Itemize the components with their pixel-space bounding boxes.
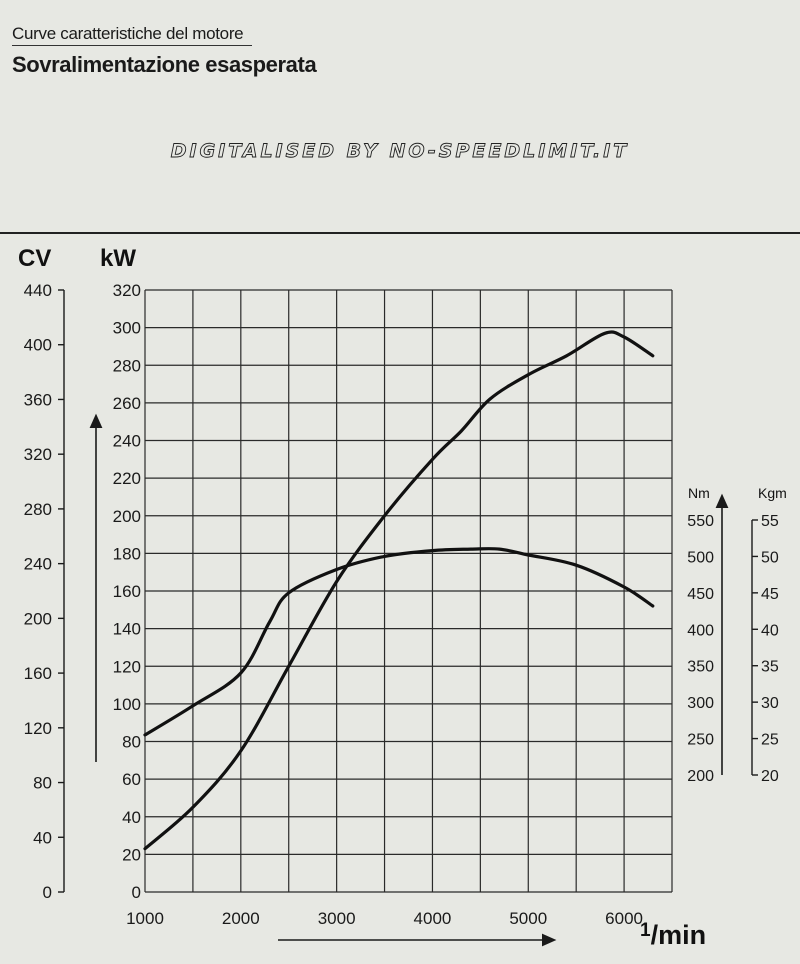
torque-curve [143,547,655,737]
cv-tick-label: 0 [43,883,52,902]
kw-tick-label: 140 [113,620,141,639]
kgm-tick-label: 20 [761,768,779,785]
kw-tick-label: 0 [132,883,141,902]
cv-tick-label: 120 [24,719,52,738]
kw-tick-label: 280 [113,356,141,375]
kw-axis-label: kW [100,245,136,272]
chart-title: Sovralimentazione esasperata [12,52,317,77]
chart-grid [144,289,673,893]
subtitle-underline [12,45,252,46]
kw-tick-label: 100 [113,695,141,714]
cv-tick-label: 160 [24,664,52,683]
x-tick-label: 6000 [605,909,643,928]
kw-tick-label: 20 [122,845,141,864]
cv-tick-label: 280 [24,500,52,519]
kw-tick-label: 120 [113,657,141,676]
power-curve [143,330,655,851]
kw-tick-label: 260 [113,394,141,413]
kw-tick-label: 80 [122,733,141,752]
kgm-tick-label: 30 [761,695,779,712]
kw-tick-label: 160 [113,582,141,601]
separator-line [0,232,800,234]
kw-tick-label: 200 [113,507,141,526]
cv-tick-label: 200 [24,609,52,628]
kw-tick-label: 300 [113,319,141,338]
kgm-tick-label: 50 [761,549,779,566]
cv-axis-label: CV [18,245,51,272]
cv-tick-label: 360 [24,390,52,409]
nm-axis-label: Nm [688,485,710,501]
chart-series [143,330,655,851]
x-tick-label: 5000 [509,909,547,928]
kw-tick-label: 180 [113,544,141,563]
kgm-tick-label: 35 [761,659,779,676]
cv-tick-label: 400 [24,336,52,355]
kw-tick-label: 220 [113,469,141,488]
cv-tick-label: 40 [33,828,52,847]
nm-tick-label: 450 [687,586,714,603]
x-tick-label: 2000 [222,909,260,928]
kw-tick-label: 60 [122,770,141,789]
kgm-tick-label: 45 [761,586,779,603]
nm-tick-label: 200 [687,768,714,785]
watermark: DIGITALISED BY NO-SPEEDLIMIT.IT [170,140,630,163]
nm-tick-label: 350 [687,659,714,676]
cv-tick-label: 320 [24,445,52,464]
cv-tick-label: 80 [33,774,52,793]
nm-tick-label: 500 [687,549,714,566]
kw-tick-label: 40 [122,808,141,827]
kgm-tick-label: 40 [761,622,779,639]
kw-tick-label: 320 [113,281,141,300]
kw-tick-label: 240 [113,432,141,451]
chart-subtitle: Curve caratteristiche del motore [12,24,244,43]
kgm-tick-label: 25 [761,732,779,749]
chart-axis-labels: 1000 2000 3000 4000 5000 60001/min02040608010… [18,245,787,950]
cv-tick-label: 440 [24,281,52,300]
cv-tick-label: 240 [24,555,52,574]
nm-tick-label: 300 [687,695,714,712]
nm-tick-label: 250 [687,732,714,749]
x-tick-label: 3000 [318,909,356,928]
x-axis-label: 1/min [640,920,706,950]
x-tick-label: 4000 [414,909,452,928]
x-tick-label: 1000 [126,909,164,928]
nm-tick-label: 550 [687,513,714,530]
kgm-axis-label: Kgm [758,485,787,501]
nm-tick-label: 400 [687,622,714,639]
chart-axes [58,289,758,947]
kgm-tick-label: 55 [761,513,779,530]
